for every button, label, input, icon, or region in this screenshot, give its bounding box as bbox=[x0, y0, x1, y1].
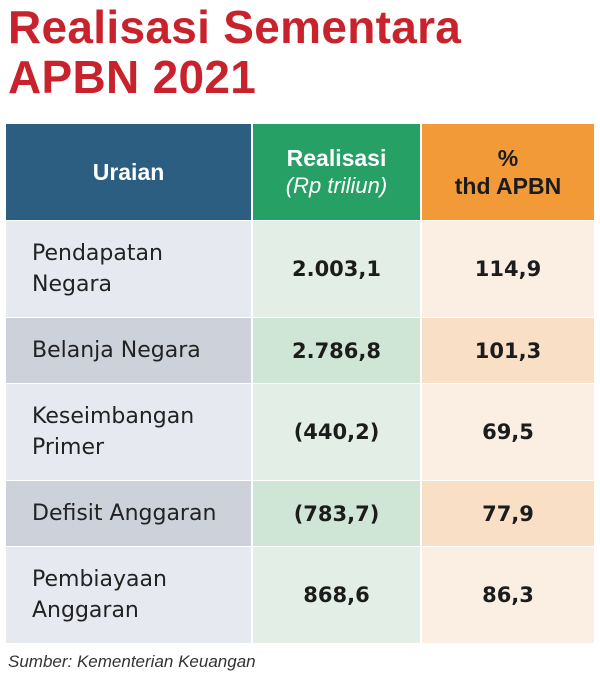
pct-value: 69,5 bbox=[421, 383, 594, 481]
realisasi-value: 868,6 bbox=[252, 546, 422, 643]
row-label: Pendapatan Negara bbox=[6, 220, 253, 318]
row-label-line-1: Keseimbangan bbox=[32, 404, 195, 429]
row-label-line-2: Anggaran bbox=[32, 598, 139, 623]
pct-value: 77,9 bbox=[421, 480, 594, 547]
apbn-table: Uraian Realisasi (Rp triliun) % thd APBN… bbox=[6, 124, 594, 643]
row-label-line-2: Negara bbox=[32, 272, 112, 297]
table-row: Keseimbangan Primer (440,2) 69,5 bbox=[6, 383, 594, 481]
row-label-line-2: Primer bbox=[32, 435, 105, 460]
title-line-1: Realisasi Sementara bbox=[8, 1, 462, 53]
table-row: Belanja Negara 2.786,8 101,3 bbox=[6, 317, 594, 384]
source-note: Sumber: Kementerian Keuangan bbox=[8, 652, 256, 671]
row-label: Keseimbangan Primer bbox=[6, 383, 253, 481]
row-label: Defisit Anggaran bbox=[6, 480, 253, 547]
realisasi-value: 2.786,8 bbox=[252, 317, 422, 384]
pct-value: 86,3 bbox=[421, 546, 594, 643]
title-line-2: APBN 2021 bbox=[8, 51, 257, 103]
row-label: Belanja Negara bbox=[6, 317, 253, 384]
table-header-row: Uraian Realisasi (Rp triliun) % thd APBN bbox=[6, 124, 594, 221]
table-row: Pendapatan Negara 2.003,1 114,9 bbox=[6, 220, 594, 318]
table-row: Pembiayaan Anggaran 868,6 86,3 bbox=[6, 546, 594, 643]
infographic-title: Realisasi Sementara APBN 2021 bbox=[8, 2, 461, 102]
header-realisasi: Realisasi (Rp triliun) bbox=[252, 124, 422, 221]
header-uraian: Uraian bbox=[6, 124, 253, 221]
header-pct-label: thd APBN bbox=[454, 173, 562, 199]
row-label: Pembiayaan Anggaran bbox=[6, 546, 253, 643]
row-label-line-1: Pendapatan bbox=[32, 241, 163, 266]
header-pct-symbol: % bbox=[497, 145, 519, 171]
realisasi-value: (440,2) bbox=[252, 383, 422, 481]
row-label-line-1: Pembiayaan bbox=[32, 567, 167, 592]
header-realisasi-label: Realisasi bbox=[286, 145, 387, 171]
row-label-line-1: Belanja Negara bbox=[32, 338, 201, 363]
pct-value: 114,9 bbox=[421, 220, 594, 318]
realisasi-value: 2.003,1 bbox=[252, 220, 422, 318]
header-realisasi-unit: (Rp triliun) bbox=[285, 173, 388, 198]
realisasi-value: (783,7) bbox=[252, 480, 422, 547]
table-row: Defisit Anggaran (783,7) 77,9 bbox=[6, 480, 594, 547]
header-pct: % thd APBN bbox=[421, 124, 594, 221]
pct-value: 101,3 bbox=[421, 317, 594, 384]
row-label-line-1: Defisit Anggaran bbox=[32, 501, 217, 526]
